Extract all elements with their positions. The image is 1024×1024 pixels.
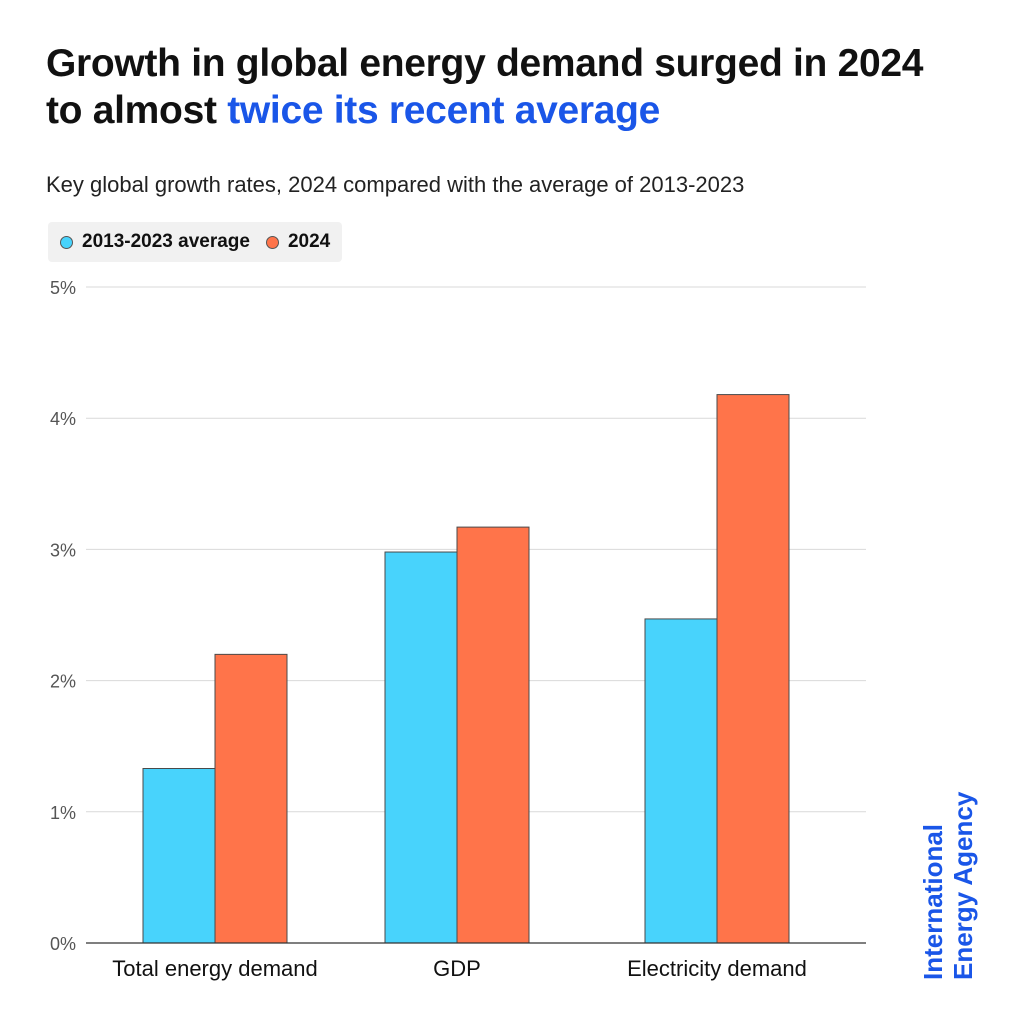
iea-logo: International Energy Agency (918, 780, 978, 980)
y-tick-label-4: 4% (50, 409, 76, 429)
y-tick-label-5: 5% (50, 278, 76, 298)
y-tick-label-2: 2% (50, 672, 76, 692)
bar-0-0 (142, 768, 216, 944)
legend-label-avg: 2013-2023 average (82, 231, 250, 252)
legend-item-avg: 2013-2023 average (60, 231, 250, 253)
y-tick-label-0: 0% (50, 934, 76, 954)
brand-line-2: Energy Agency (948, 791, 978, 980)
legend-item-2024: 2024 (265, 231, 331, 253)
title-highlight: twice its recent average (227, 89, 661, 132)
brand-line-1: International (918, 823, 948, 980)
page-title: Growth in global energy demand surged in… (46, 40, 946, 134)
legend-swatch-2024 (265, 235, 279, 249)
bar-1-1 (456, 526, 530, 944)
x-tick-label-0: Total energy demand (112, 956, 317, 981)
y-tick-label-3: 3% (50, 540, 76, 560)
chart-subtitle: Key global growth rates, 2024 compared w… (46, 172, 745, 197)
bar-chart: 0% 1% 2% 3% 4% 5% Total energy demand GDP Electr… (50, 278, 866, 981)
y-tick-label-1: 1% (50, 803, 76, 823)
x-tick-label-2: Electricity demand (627, 956, 807, 981)
bar-0-1 (214, 653, 288, 944)
title-part1: Growth in global energy demand surged in… (46, 42, 924, 132)
bar-1-0 (384, 551, 458, 944)
legend-label-2024: 2024 (287, 231, 331, 252)
bar-2-0 (644, 618, 718, 944)
bar-2-1 (716, 394, 790, 944)
legend-swatch-avg (60, 235, 73, 249)
chart-legend: 2013-2023 average 2024 (48, 222, 343, 262)
x-tick-label-1: GDP (433, 956, 481, 981)
